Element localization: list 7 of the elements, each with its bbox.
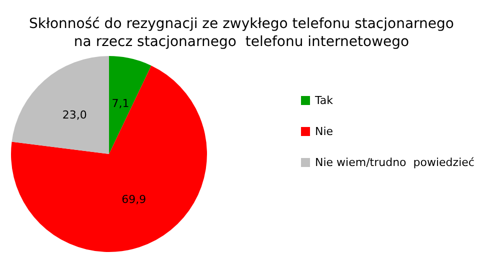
chart-title: Skłonność do rezygnacji ze zwykłego telefonu stacjonarnego na rzecz stacjonarnego telefonu internetowego [29, 16, 454, 50]
data-label: 69,9 [122, 193, 146, 206]
legend-label: Nie wiem/trudno powiedzieć [315, 156, 474, 169]
legend-label: Tak [314, 94, 334, 107]
data-label: 7,1 [112, 96, 130, 110]
legend-label: Nie [315, 125, 334, 138]
data-label: 23,0 [62, 108, 87, 122]
